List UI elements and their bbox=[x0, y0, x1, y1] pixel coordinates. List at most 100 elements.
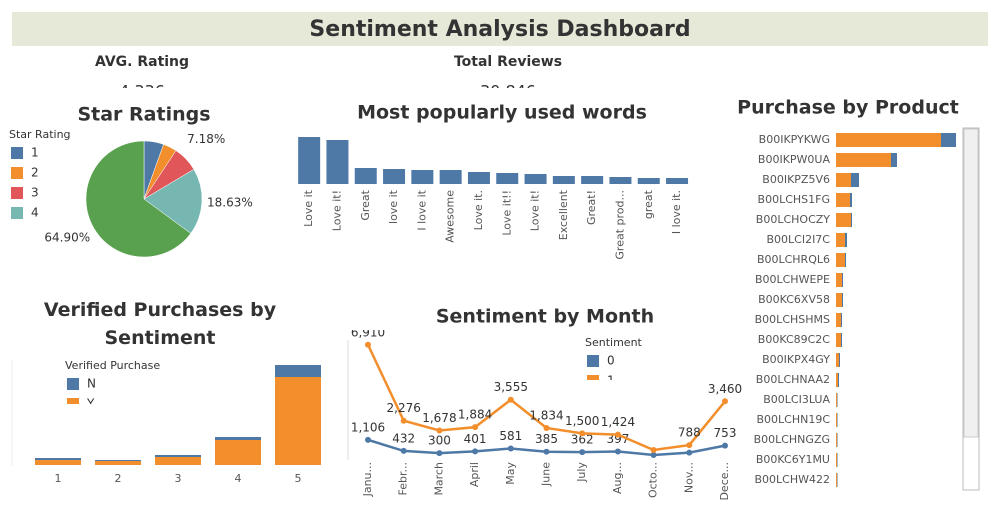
legend-label: 0 bbox=[607, 354, 615, 368]
chart-title: Sentiment by Month bbox=[436, 306, 654, 328]
bar-segment bbox=[837, 433, 838, 447]
y-tick-label: B00LCHNGZG bbox=[754, 433, 830, 446]
bar bbox=[637, 178, 660, 184]
legend-swatch bbox=[67, 378, 79, 390]
legend-swatch bbox=[11, 147, 23, 159]
y-tick-label: B00IKPX4GY bbox=[762, 353, 830, 366]
y-tick-label: B00LCHWEPE bbox=[755, 273, 830, 286]
bar-segment bbox=[836, 173, 851, 187]
data-label: 64.90% bbox=[44, 230, 90, 244]
bar-segment bbox=[851, 213, 852, 227]
title-bar bbox=[12, 12, 988, 46]
bar-segment bbox=[836, 233, 845, 247]
x-tick-label: Love it!! bbox=[500, 190, 513, 236]
bar-segment bbox=[836, 193, 850, 207]
bar bbox=[439, 170, 462, 184]
y-tick-label: B00LCHS1FG bbox=[758, 193, 830, 206]
data-label: 1,424 bbox=[601, 415, 635, 429]
chart-title: Star Ratings bbox=[77, 104, 210, 126]
data-label: 1,678 bbox=[422, 411, 456, 425]
data-label: 581 bbox=[499, 429, 522, 443]
x-tick-label: Janu... bbox=[361, 462, 374, 497]
x-tick-label: Octo... bbox=[647, 462, 660, 498]
point bbox=[614, 431, 621, 438]
bar-segment bbox=[837, 393, 838, 407]
bar-segment bbox=[836, 253, 845, 267]
data-label: 1,884 bbox=[458, 408, 492, 422]
kpi-label: Total Reviews bbox=[454, 54, 562, 70]
bar bbox=[298, 137, 321, 184]
kpi-value: 4.336 bbox=[119, 82, 165, 101]
bar-segment bbox=[836, 153, 891, 167]
x-tick-label: 5 bbox=[295, 472, 302, 485]
bar bbox=[354, 168, 377, 184]
bar-segment bbox=[836, 313, 841, 327]
bar-segment bbox=[215, 440, 261, 465]
data-label: 1,500 bbox=[565, 414, 599, 428]
bar-segment bbox=[842, 273, 843, 287]
legend-swatch bbox=[11, 207, 23, 219]
bar-segment bbox=[891, 153, 897, 167]
y-tick-label: B00KC6Y1MU bbox=[756, 453, 830, 466]
bar-segment bbox=[839, 353, 840, 367]
bar bbox=[467, 172, 490, 184]
x-tick-label: Dece... bbox=[718, 462, 731, 501]
x-tick-label: Awesome bbox=[444, 190, 457, 243]
chart-title: Purchase by Product bbox=[737, 97, 959, 119]
bar-segment bbox=[850, 193, 852, 207]
y-tick-label: B00LCHW422 bbox=[755, 473, 831, 486]
legend-label: 1 bbox=[31, 146, 39, 160]
bar-segment bbox=[941, 133, 956, 147]
x-tick-label: June bbox=[540, 462, 553, 487]
x-tick-label: July bbox=[575, 462, 588, 483]
bar bbox=[326, 140, 349, 184]
legend-label: 3 bbox=[31, 186, 39, 200]
x-tick-label: April bbox=[468, 462, 481, 487]
point bbox=[436, 427, 443, 434]
bar-segment bbox=[155, 457, 201, 465]
y-tick-label: B00IKPYKWG bbox=[759, 133, 830, 146]
bar-segment bbox=[95, 461, 141, 465]
data-label: 18.63% bbox=[207, 196, 253, 210]
legend-label: 1 bbox=[607, 374, 615, 388]
bar-segment bbox=[215, 437, 261, 440]
x-tick-label: May bbox=[504, 462, 517, 485]
point bbox=[650, 452, 657, 459]
data-label: 2,276 bbox=[387, 401, 421, 415]
bar bbox=[666, 178, 689, 184]
legend-label: N bbox=[87, 377, 96, 391]
x-tick-label: Love it. bbox=[472, 190, 485, 230]
bar-segment bbox=[95, 460, 141, 461]
point bbox=[650, 447, 657, 454]
data-label: 1,106 bbox=[351, 420, 385, 434]
legend-label: 4 bbox=[31, 206, 39, 220]
legend-swatch bbox=[587, 375, 599, 380]
dashboard-title: Sentiment Analysis Dashboard bbox=[309, 17, 690, 42]
bar bbox=[552, 176, 575, 184]
x-tick-label: love it bbox=[387, 189, 400, 224]
legend: Verified Purchase NY bbox=[65, 359, 160, 411]
point bbox=[543, 424, 550, 431]
bar-segment bbox=[837, 413, 838, 427]
scrollbar-thumb[interactable] bbox=[963, 128, 979, 438]
bar-segment bbox=[838, 373, 839, 387]
legend: Sentiment 0 1 bbox=[585, 336, 643, 388]
legend-title: Sentiment bbox=[585, 336, 643, 349]
bar bbox=[411, 170, 434, 184]
legend-label: Y bbox=[86, 397, 95, 411]
legend-swatch bbox=[11, 167, 23, 179]
bar-segment bbox=[836, 453, 837, 467]
point bbox=[365, 436, 371, 443]
point bbox=[400, 417, 407, 424]
x-tick-label: Aug... bbox=[611, 462, 624, 494]
bar-segment bbox=[842, 293, 843, 307]
bar-segment bbox=[35, 460, 81, 465]
legend-title: Star Rating bbox=[9, 128, 71, 141]
x-tick-label: Great prod... bbox=[613, 190, 626, 260]
point bbox=[365, 341, 371, 348]
bar-segment bbox=[836, 293, 842, 307]
data-label: 401 bbox=[464, 432, 487, 446]
y-tick-label: B00LCI3LUA bbox=[763, 393, 830, 406]
